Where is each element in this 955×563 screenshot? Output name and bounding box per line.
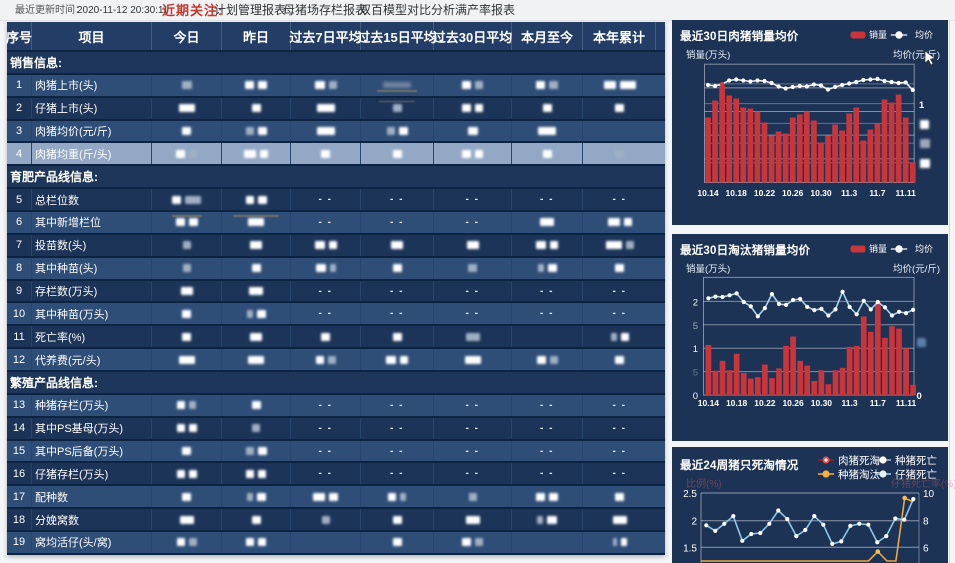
svg-text:1: 1	[693, 344, 698, 355]
svg-text:10.26: 10.26	[782, 188, 804, 198]
svg-text:均价: 均价	[915, 29, 933, 40]
svg-text:1: 1	[919, 100, 925, 111]
svg-text:11.7: 11.7	[869, 188, 885, 198]
svg-text:10.18: 10.18	[726, 188, 748, 198]
svg-text:10.26: 10.26	[782, 398, 804, 408]
svg-text:11.7: 11.7	[870, 398, 886, 408]
svg-text:种猪淘汰: 种猪淘汰	[838, 468, 880, 481]
svg-text:2: 2	[693, 297, 698, 308]
svg-text:10.14: 10.14	[697, 188, 719, 198]
svg-text:10.22: 10.22	[754, 188, 776, 198]
svg-text:肉猪死淘: 肉猪死淘	[838, 454, 880, 467]
svg-text:0: 0	[917, 391, 922, 402]
svg-text:销量: 销量	[869, 29, 887, 40]
svg-text:11.11: 11.11	[896, 398, 917, 408]
svg-text:6: 6	[923, 543, 929, 554]
svg-text:10.30: 10.30	[810, 188, 832, 198]
svg-text:10.30: 10.30	[811, 398, 833, 408]
svg-text:11.11: 11.11	[896, 188, 917, 198]
svg-text:11.3: 11.3	[842, 398, 858, 408]
svg-text:2: 2	[691, 517, 697, 528]
svg-text:种猪死亡: 种猪死亡	[895, 454, 937, 467]
svg-text:10: 10	[923, 489, 935, 500]
svg-text:均价: 均价	[915, 243, 933, 254]
svg-text:2.5: 2.5	[683, 489, 697, 500]
svg-text:5: 5	[693, 368, 698, 379]
svg-text:仔猪死亡: 仔猪死亡	[895, 468, 937, 481]
svg-text:1.5: 1.5	[683, 543, 697, 554]
svg-text:10.18: 10.18	[726, 398, 748, 408]
svg-text:8: 8	[923, 517, 929, 528]
svg-text:10.14: 10.14	[698, 398, 720, 408]
svg-text:0: 0	[693, 391, 698, 402]
svg-text:11.3: 11.3	[841, 188, 857, 198]
svg-text:5: 5	[693, 321, 698, 332]
svg-text:10.22: 10.22	[754, 398, 776, 408]
svg-text:销量: 销量	[869, 243, 887, 254]
